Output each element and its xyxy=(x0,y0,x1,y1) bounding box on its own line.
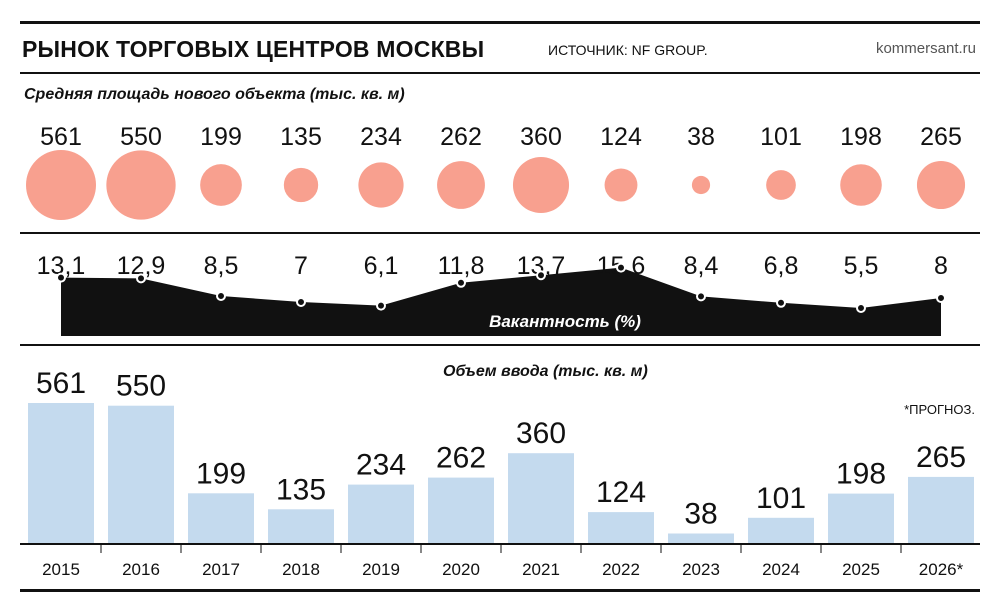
avg-area-circle xyxy=(437,161,485,209)
header-rule xyxy=(20,72,980,74)
year-tick-label: 2022 xyxy=(602,560,640,579)
bar-value-label: 262 xyxy=(436,442,486,475)
year-tick-label: 2019 xyxy=(362,560,400,579)
bar-value-label: 234 xyxy=(356,449,406,482)
year-tick-label: 2016 xyxy=(122,560,160,579)
avg-area-circle xyxy=(691,175,711,195)
volume-bar xyxy=(588,512,654,543)
vacancy-area-chart: 13,112,98,576,111,813,715,68,46,85,58Вак… xyxy=(37,252,948,336)
vacancy-point xyxy=(776,297,786,308)
volume-bar xyxy=(108,405,174,543)
volume-bar xyxy=(28,403,94,543)
circles-divider xyxy=(20,232,980,234)
source-note: ИСТОЧНИК: NF GROUP. xyxy=(548,42,708,58)
vacancy-point xyxy=(56,272,66,283)
circle-value-label: 360 xyxy=(520,123,562,151)
vacancy-title: Вакантность (%) xyxy=(489,312,641,331)
circle-value-label: 561 xyxy=(40,123,82,151)
circles-title: Средняя площадь нового объекта (тыс. кв.… xyxy=(24,86,405,103)
year-tick-label: 2026* xyxy=(919,560,964,579)
vacancy-point xyxy=(536,270,546,281)
vacancy-value-label: 11,8 xyxy=(438,252,485,280)
circle-value-label: 262 xyxy=(440,123,482,151)
bar-value-label: 38 xyxy=(684,498,717,531)
volume-bar xyxy=(268,509,334,543)
avg-area-circle xyxy=(358,162,404,208)
bottom-rule xyxy=(20,589,980,592)
year-tick-label: 2017 xyxy=(202,560,240,579)
vacancy-point xyxy=(856,303,866,313)
vacancy-divider xyxy=(20,344,980,346)
avg-area-circle xyxy=(840,164,882,206)
volume-bar xyxy=(188,493,254,543)
year-tick-label: 2021 xyxy=(522,560,560,579)
bar-value-label: 124 xyxy=(596,476,646,509)
bar-value-label: 265 xyxy=(916,441,966,474)
vacancy-value-label: 8,4 xyxy=(684,252,719,280)
volume-bar xyxy=(508,453,574,543)
vacancy-point xyxy=(696,291,706,302)
volume-bar xyxy=(748,517,814,543)
vacancy-value-label: 8,5 xyxy=(204,252,239,280)
volume-bar xyxy=(908,476,974,543)
vacancy-area xyxy=(61,267,941,336)
volume-bar xyxy=(348,484,414,543)
circle-value-label: 199 xyxy=(200,123,242,151)
avg-area-circle xyxy=(200,164,242,206)
bar-value-label: 199 xyxy=(196,457,246,490)
circle-value-label: 124 xyxy=(600,123,642,151)
avg-area-circle xyxy=(766,170,796,200)
vacancy-point xyxy=(136,273,146,284)
avg-area-circle xyxy=(283,167,319,203)
vacancy-point xyxy=(936,293,946,303)
avg-area-circles-chart: 561 550 199 135 234 262 360 124 38 101 198 265 xyxy=(26,123,966,220)
volume-bar xyxy=(428,477,494,543)
circle-value-label: 265 xyxy=(920,123,962,151)
avg-area-circle xyxy=(604,168,638,202)
bar-value-label: 198 xyxy=(836,458,886,491)
vacancy-point xyxy=(296,297,306,307)
avg-area-circle xyxy=(106,150,176,220)
circle-value-label: 135 xyxy=(280,123,322,151)
circle-value-label: 101 xyxy=(760,123,802,151)
year-tick-label: 2020 xyxy=(442,560,480,579)
bar-value-label: 550 xyxy=(116,370,166,403)
bar-value-label: 101 xyxy=(756,482,806,515)
top-rule xyxy=(20,21,980,24)
page-title: РЫНОК ТОРГОВЫХ ЦЕНТРОВ МОСКВЫ xyxy=(22,36,485,62)
year-tick-label: 2024 xyxy=(762,560,800,579)
year-tick-label: 2018 xyxy=(282,560,320,579)
vacancy-value-label: 6,1 xyxy=(364,252,399,280)
vacancy-value-label: 7 xyxy=(294,252,308,280)
vacancy-point xyxy=(456,277,466,288)
avg-area-circle xyxy=(26,150,96,220)
vacancy-value-label: 6,8 xyxy=(764,252,799,280)
circle-value-label: 38 xyxy=(687,123,715,151)
circle-value-label: 198 xyxy=(840,123,882,151)
year-tick-label: 2015 xyxy=(42,560,80,579)
circle-value-label: 550 xyxy=(120,123,162,151)
bar-value-label: 135 xyxy=(276,473,326,506)
circle-value-label: 234 xyxy=(360,123,402,151)
forecast-note: *ПРОГНОЗ. xyxy=(904,402,975,417)
vacancy-value-label: 5,5 xyxy=(844,252,879,280)
vacancy-value-label: 8 xyxy=(934,252,948,280)
bar-value-label: 360 xyxy=(516,417,566,450)
site-credit: kommersant.ru xyxy=(875,40,976,57)
year-tick-label: 2023 xyxy=(682,560,720,579)
bar-value-label: 561 xyxy=(36,367,86,400)
avg-area-circle xyxy=(512,156,570,214)
bars-title: Объем ввода (тыс. кв. м) xyxy=(443,363,648,380)
vacancy-point xyxy=(216,291,226,301)
volume-bar xyxy=(828,493,894,543)
volume-bar xyxy=(668,533,734,543)
volume-bar-chart: 561 550 199 135 234 262 360 124 38 101 198 265 2015 2… xyxy=(20,367,980,579)
avg-area-circle xyxy=(916,160,966,210)
vacancy-point xyxy=(616,262,626,273)
vacancy-point xyxy=(376,300,386,311)
year-tick-label: 2025 xyxy=(842,560,880,579)
